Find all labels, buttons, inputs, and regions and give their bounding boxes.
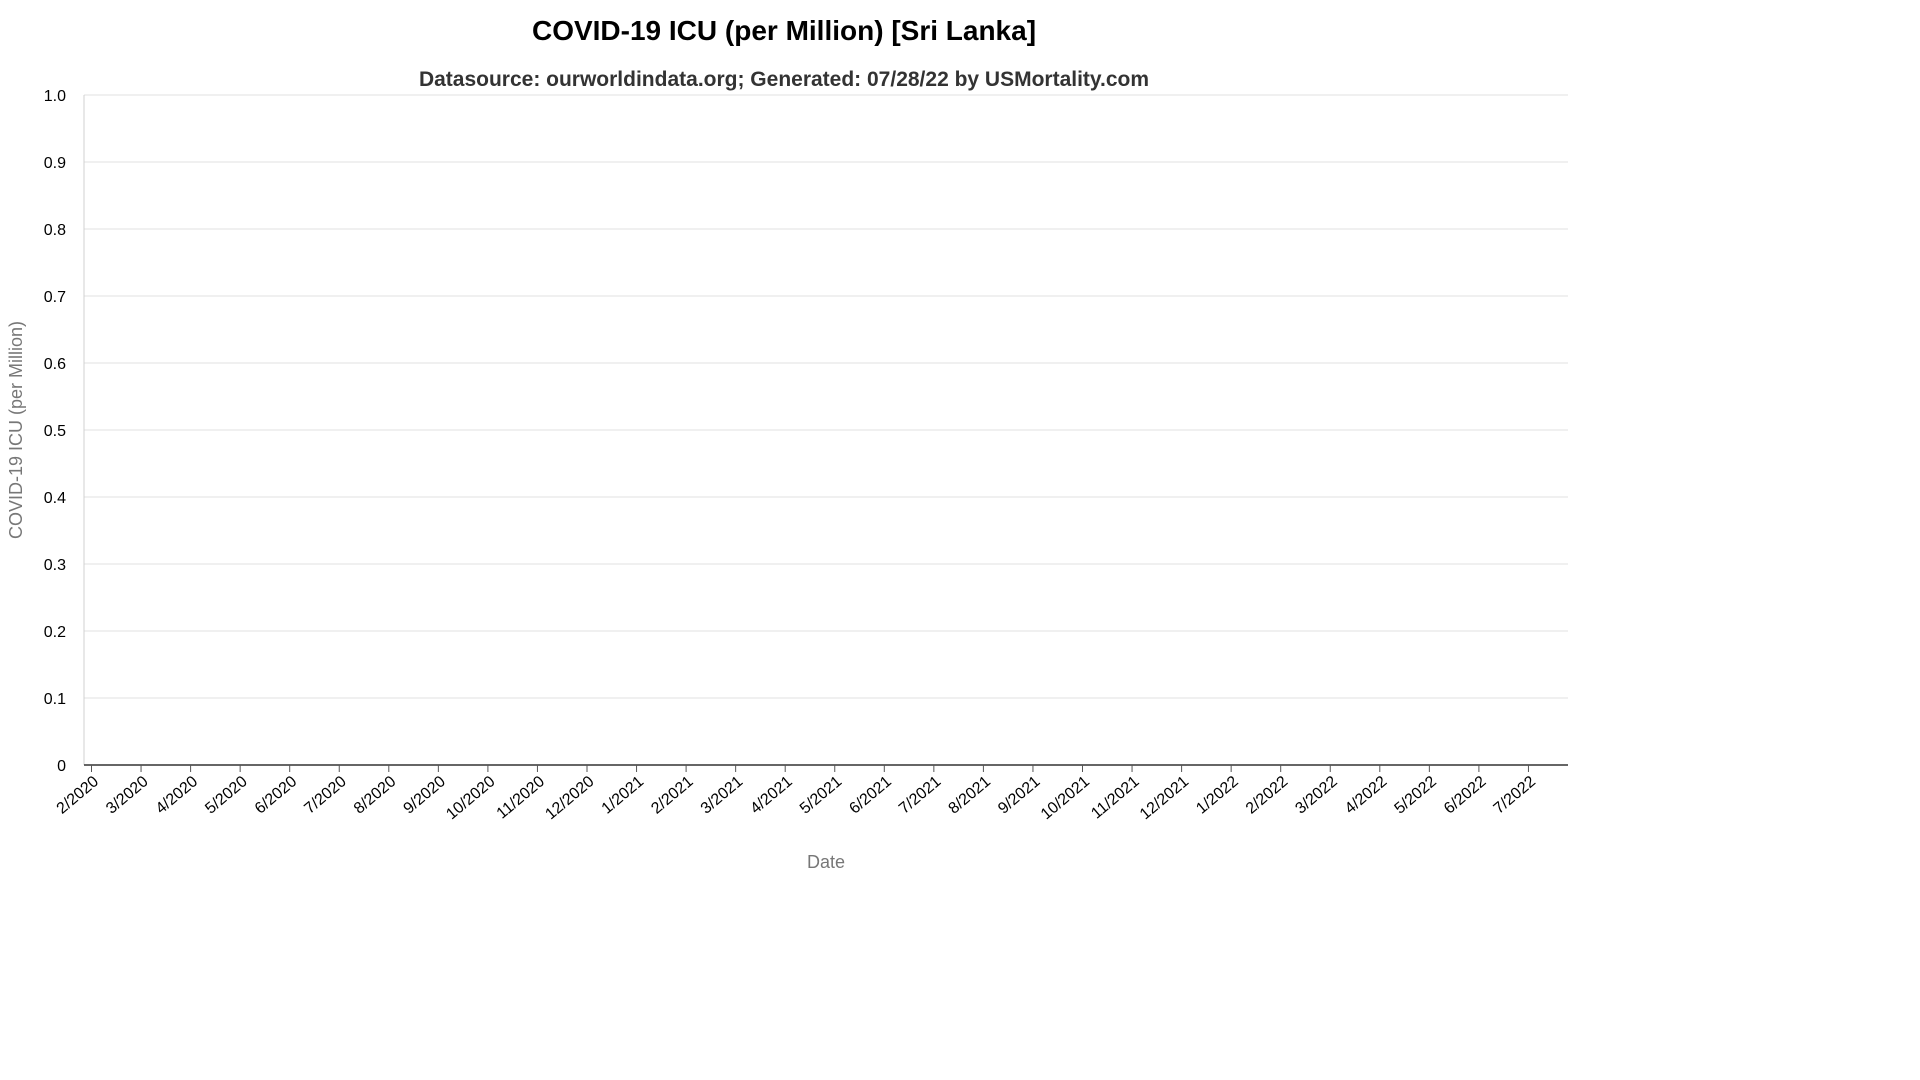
- x-tick-label: 8/2021: [946, 773, 994, 818]
- x-tick-label: 3/2020: [103, 773, 151, 818]
- y-tick-label: 0.3: [44, 557, 66, 574]
- x-tick-label: 9/2020: [401, 773, 449, 818]
- x-tick-label: 8/2020: [351, 773, 399, 818]
- x-tick-label: 7/2020: [301, 773, 349, 818]
- x-tick-label: 10/2020: [443, 773, 498, 823]
- x-tick-label: 6/2020: [252, 773, 300, 818]
- x-tick-label: 1/2021: [599, 773, 647, 818]
- x-tick-label: 7/2022: [1491, 773, 1539, 818]
- chart: COVID-19 ICU (per Million) [Sri Lanka] D…: [6, 15, 1568, 872]
- x-tick-label: 12/2020: [542, 773, 597, 823]
- x-tick-label: 3/2022: [1292, 773, 1340, 818]
- chart-title: COVID-19 ICU (per Million) [Sri Lanka]: [532, 15, 1036, 46]
- y-tick-label: 0.8: [44, 222, 66, 239]
- y-tick-label: 0.9: [44, 155, 66, 172]
- y-tick-label: 0.7: [44, 289, 66, 306]
- y-tick-label: 0.6: [44, 356, 66, 373]
- y-tick-label: 0.2: [44, 624, 66, 641]
- x-tick-label: 1/2022: [1193, 773, 1241, 818]
- x-tick-label: 4/2022: [1342, 773, 1390, 818]
- x-tick-labels: 2/2020 3/2020 4/2020 5/2020 6/2020 7/2020 8/20…: [54, 765, 1539, 823]
- x-tick-label: 12/2021: [1137, 773, 1192, 823]
- x-tick-label: 6/2021: [846, 773, 894, 818]
- y-tick-label: 0.5: [44, 423, 66, 440]
- x-tick-label: 5/2021: [797, 773, 845, 818]
- x-tick-label: 9/2021: [995, 773, 1043, 818]
- x-tick-label: 4/2020: [153, 773, 201, 818]
- y-axis-title: COVID-19 ICU (per Million): [6, 321, 26, 539]
- x-tick-label: 10/2021: [1038, 773, 1093, 823]
- chart-subtitle: Datasource: ourworldindata.org; Generate…: [419, 68, 1149, 91]
- y-tick-labels: 0 0.1 0.2 0.3 0.4 0.5 0.6 0.7 0.8 0.9 1.0: [44, 88, 66, 775]
- x-tick-label: 2/2020: [54, 773, 102, 818]
- x-tick-label: 2/2021: [648, 773, 696, 818]
- x-tick-label: 5/2020: [202, 773, 250, 818]
- y-tick-label: 0: [57, 758, 66, 775]
- x-tick-label: 2/2022: [1243, 773, 1291, 818]
- x-tick-label: 11/2020: [494, 773, 548, 823]
- x-axis-title: Date: [807, 852, 845, 872]
- gridlines: [84, 94, 1568, 699]
- x-tick-label: 7/2021: [896, 773, 944, 818]
- x-tick-label: 5/2022: [1392, 773, 1440, 818]
- y-tick-label: 0.1: [44, 691, 66, 708]
- y-tick-label: 0.4: [44, 490, 66, 507]
- x-tick-label: 3/2021: [698, 773, 746, 818]
- x-tick-label: 6/2022: [1441, 773, 1489, 818]
- x-tick-label: 4/2021: [747, 773, 795, 818]
- x-tick-label: 11/2021: [1088, 773, 1142, 823]
- y-tick-label: 1.0: [44, 88, 66, 105]
